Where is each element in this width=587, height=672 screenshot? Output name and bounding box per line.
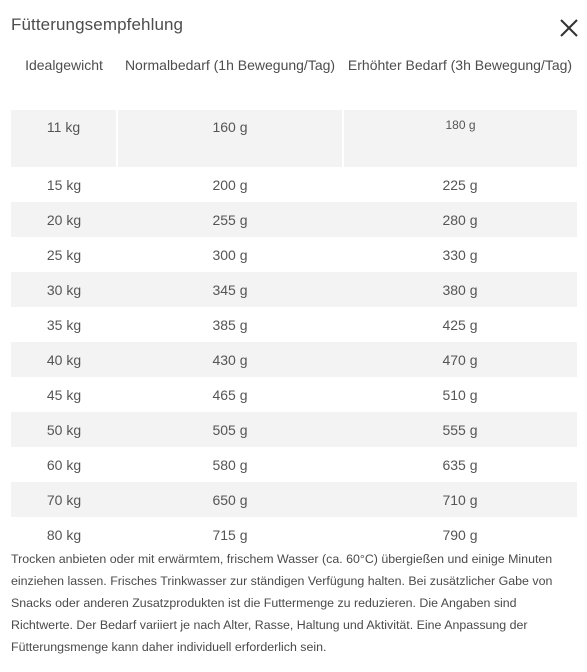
cell-normal: 715 g xyxy=(212,526,248,543)
cell-weight: 45 kg xyxy=(46,386,82,403)
cell-weight: 20 kg xyxy=(11,202,117,237)
cell-increased: 710 g xyxy=(343,482,577,517)
cell-increased: 425 g xyxy=(442,316,478,333)
cell-weight: 11 kg xyxy=(11,110,117,167)
cell-normal: 465 g xyxy=(212,386,248,403)
cell-increased: 510 g xyxy=(442,386,478,403)
cell-normal: 345 g xyxy=(117,272,343,307)
cell-normal: 160 g xyxy=(116,110,343,167)
cell-increased: 330 g xyxy=(442,246,478,263)
cell-increased: 180 g xyxy=(342,110,577,167)
feeding-note: Trocken anbieten oder mit erwärmtem, fri… xyxy=(11,552,553,654)
cell-normal: 580 g xyxy=(212,456,248,473)
table-row: 35 kg 385 g 425 g xyxy=(11,307,577,342)
cell-weight: 70 kg xyxy=(11,482,117,517)
cell-weight: 25 kg xyxy=(46,246,82,263)
cell-increased: 555 g xyxy=(343,412,577,447)
table-row: 30 kg 345 g 380 g xyxy=(11,272,577,307)
table-row: 20 kg 255 g 280 g xyxy=(11,202,577,237)
cell-increased: 225 g xyxy=(442,176,478,193)
feeding-table: Idealgewicht Normalbedarf (1h Bewegung/T… xyxy=(11,46,577,552)
header-increased-need: Erhöhter Bedarf (3h Bewegung/Tag) xyxy=(347,57,573,73)
cell-increased: 380 g xyxy=(343,272,577,307)
cell-normal: 650 g xyxy=(117,482,343,517)
cell-weight: 80 kg xyxy=(46,526,82,543)
table-row: 25 kg 300 g 330 g xyxy=(11,237,577,272)
table-row: 45 kg 465 g 510 g xyxy=(11,377,577,412)
cell-weight: 30 kg xyxy=(11,272,117,307)
cell-increased: 470 g xyxy=(343,342,577,377)
cell-increased: 635 g xyxy=(442,456,478,473)
cell-weight: 50 kg xyxy=(11,412,117,447)
cell-normal: 505 g xyxy=(117,412,343,447)
cell-normal: 385 g xyxy=(212,316,248,333)
cell-weight: 40 kg xyxy=(11,342,117,377)
table-row: 70 kg 650 g 710 g xyxy=(11,482,577,517)
cell-weight: 35 kg xyxy=(46,316,82,333)
cell-weight: 60 kg xyxy=(46,456,82,473)
table-row: 15 kg 200 g 225 g xyxy=(11,167,577,202)
table-row: 60 kg 580 g 635 g xyxy=(11,447,577,482)
close-icon[interactable] xyxy=(558,17,580,39)
table-row: 50 kg 505 g 555 g xyxy=(11,412,577,447)
dialog-title: Fütterungsempfehlung xyxy=(11,15,184,34)
cell-increased: 790 g xyxy=(442,526,478,543)
cell-normal: 200 g xyxy=(212,176,248,193)
table-row: 80 kg 715 g 790 g xyxy=(11,517,577,552)
table-row: 11 kg 160 g 180 g xyxy=(11,110,577,167)
header-normal-need: Normalbedarf (1h Bewegung/Tag) xyxy=(124,57,336,73)
cell-weight: 15 kg xyxy=(46,176,82,193)
cell-normal: 300 g xyxy=(212,246,248,263)
cell-increased: 280 g xyxy=(343,202,577,237)
table-row: 40 kg 430 g 470 g xyxy=(11,342,577,377)
header-ideal-weight: Idealgewicht xyxy=(25,57,103,73)
cell-normal: 430 g xyxy=(117,342,343,377)
cell-normal: 255 g xyxy=(117,202,343,237)
table-header-row: Idealgewicht Normalbedarf (1h Bewegung/T… xyxy=(11,46,577,110)
